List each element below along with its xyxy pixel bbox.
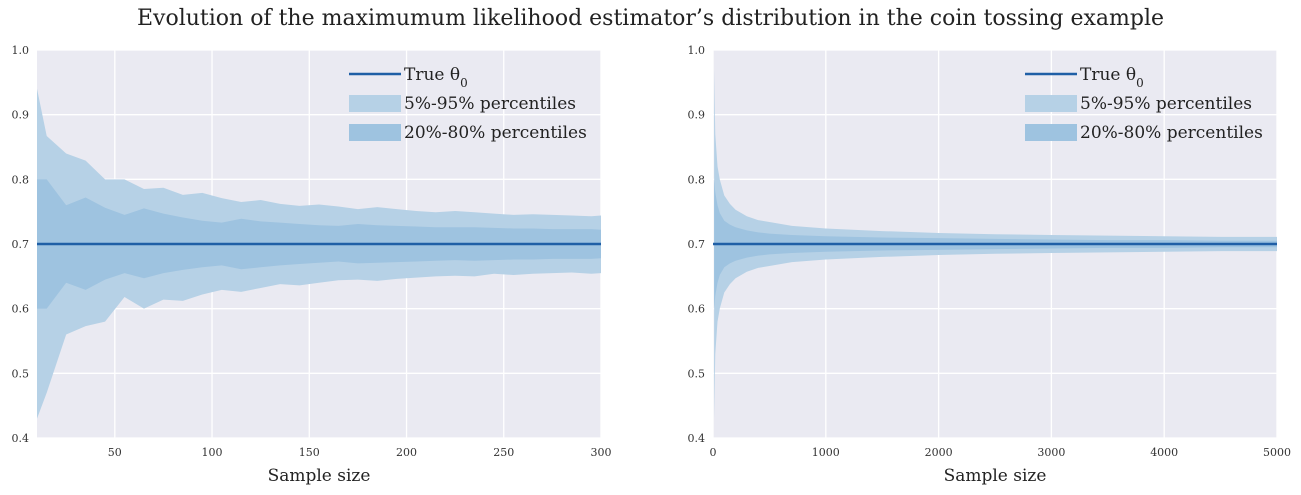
x-tick-label: 200 bbox=[396, 446, 417, 459]
x-axis-label: Sample size bbox=[268, 466, 371, 486]
y-tick-label: 0.7 bbox=[688, 238, 706, 251]
figure-title: Evolution of the maximumum likelihood es… bbox=[136, 6, 1165, 31]
x-tick-label: 3000 bbox=[1037, 446, 1065, 459]
x-tick-label: 100 bbox=[202, 446, 223, 459]
legend-label-outer: 5%-95% percentiles bbox=[1080, 94, 1252, 114]
legend-inner-swatch bbox=[349, 124, 401, 141]
x-tick-label: 50 bbox=[108, 446, 122, 459]
x-tick-label: 1000 bbox=[812, 446, 840, 459]
legend-label-inner: 20%-80% percentiles bbox=[404, 123, 587, 143]
chart-panel-2: 0.4 0.5 0.6 0.7 0.8 0.9 1.0 0 1000 2000 3000 4000 50… bbox=[688, 44, 1292, 486]
legend-label-outer: 5%-95% percentiles bbox=[404, 94, 576, 114]
y-tick-label: 0.4 bbox=[12, 432, 30, 445]
y-tick-label: 0.4 bbox=[688, 432, 706, 445]
y-tick-label: 0.6 bbox=[688, 303, 706, 316]
y-tick-label: 0.9 bbox=[12, 109, 30, 122]
plot-content bbox=[37, 88, 601, 419]
y-tick-label: 0.7 bbox=[12, 238, 30, 251]
y-tick-label: 0.5 bbox=[12, 367, 30, 380]
chart-panel-1: 0.4 0.5 0.6 0.7 0.8 0.9 1.0 50 100 150 200 250 300 Sa… bbox=[12, 44, 612, 486]
legend-outer-swatch bbox=[349, 95, 401, 112]
x-tick-label: 0 bbox=[710, 446, 717, 459]
x-tick-label: 150 bbox=[299, 446, 320, 459]
y-tick-label: 1.0 bbox=[688, 44, 706, 57]
legend-outer-swatch bbox=[1025, 95, 1077, 112]
x-axis-label: Sample size bbox=[944, 466, 1047, 486]
x-tick-label: 300 bbox=[591, 446, 612, 459]
y-tick-label: 0.5 bbox=[688, 367, 706, 380]
y-tick-label: 0.9 bbox=[688, 109, 706, 122]
legend-inner-swatch bbox=[1025, 124, 1077, 141]
y-tick-label: 0.6 bbox=[12, 303, 30, 316]
x-tick-label: 250 bbox=[493, 446, 514, 459]
plot-content bbox=[713, 69, 1277, 419]
x-tick-label: 5000 bbox=[1263, 446, 1291, 459]
y-tick-label: 1.0 bbox=[12, 44, 30, 57]
x-tick-label: 4000 bbox=[1150, 446, 1178, 459]
legend-label-inner: 20%-80% percentiles bbox=[1080, 123, 1263, 143]
y-tick-label: 0.8 bbox=[688, 173, 706, 186]
x-tick-label: 2000 bbox=[925, 446, 953, 459]
y-tick-label: 0.8 bbox=[12, 173, 30, 186]
